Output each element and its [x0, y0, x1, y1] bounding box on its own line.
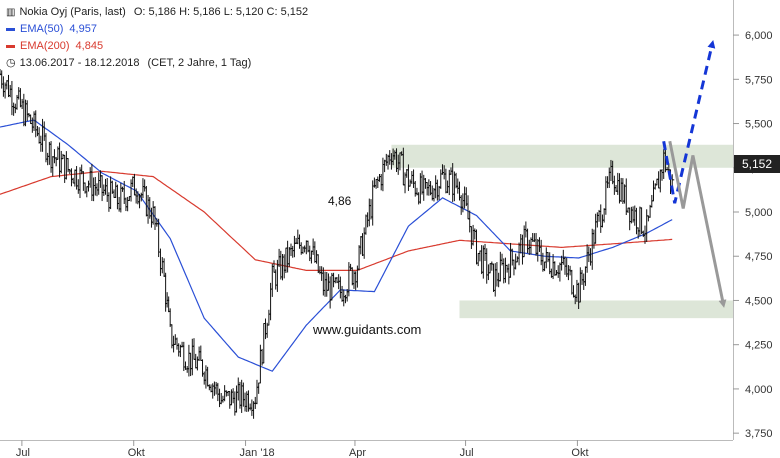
bar-chart-icon: ▥	[6, 7, 16, 18]
y-tick-label: 5,000	[745, 207, 773, 219]
last-price-label: 5,152	[734, 155, 780, 173]
legend-ema200-label: EMA(200)	[20, 40, 70, 52]
y-tick-label: 4,750	[745, 251, 773, 263]
chart-legend: ▥ Nokia Oyj (Paris, last) O: 5,186 H: 5,…	[6, 4, 308, 72]
ema50-swatch	[6, 28, 15, 31]
forecast-arrows	[662, 40, 727, 308]
x-tick-label: Apr	[349, 447, 366, 458]
y-tick-label: 6,000	[745, 30, 773, 42]
y-axis: 3,7504,0004,2504,5004,7505,0005,2505,500…	[733, 0, 773, 440]
price-layer	[0, 69, 675, 419]
y-tick-label: 5,500	[745, 119, 773, 131]
x-axis: Jul Okt Jan '18 Apr Jul Okt	[0, 440, 733, 458]
y-tick-label: 4,250	[745, 340, 773, 352]
legend-ema50-label: EMA(50)	[20, 23, 64, 35]
x-tick-label: Okt	[571, 447, 588, 458]
legend-ema50-row: EMA(50) 4,957	[6, 21, 308, 38]
forecast-arrow-up	[662, 40, 716, 204]
x-tick-label: Jul	[16, 447, 30, 458]
ema200-swatch	[6, 45, 15, 48]
ema50-line	[0, 119, 673, 372]
legend-ema200-value: 4,845	[75, 40, 104, 52]
y-tick-label: 4,000	[745, 384, 773, 396]
legend-ema200-row: EMA(200) 4,845	[6, 38, 308, 55]
legend-range: 13.06.2017 - 18.12.2018	[19, 57, 140, 69]
legend-ohlc: O: 5,186 H: 5,186 L: 5,120 C: 5,152	[133, 6, 309, 18]
ema200-layer	[0, 170, 673, 271]
y-tick-label: 5,750	[745, 74, 773, 86]
legend-ema50-value: 4,957	[69, 23, 97, 35]
zone-rect-1	[459, 300, 733, 319]
legend-title-row: ▥ Nokia Oyj (Paris, last) O: 5,186 H: 5,…	[6, 4, 308, 21]
clock-icon: ◷	[6, 57, 16, 69]
ema50-layer	[0, 119, 673, 372]
watermark: www.guidants.com	[313, 322, 422, 337]
y-tick-label: 3,750	[745, 428, 773, 440]
y-tick-label: 4,500	[745, 295, 773, 307]
ema200-line	[0, 170, 673, 271]
legend-info: (CET, 2 Jahre, 1 Tag)	[147, 57, 252, 69]
legend-title: Nokia Oyj (Paris, last)	[19, 6, 126, 18]
zone-rect-0	[391, 144, 733, 168]
x-tick-label: Jan '18	[240, 447, 275, 458]
legend-range-row: ◷ 13.06.2017 - 18.12.2018 (CET, 2 Jahre,…	[6, 55, 308, 72]
x-tick-label: Jul	[460, 447, 474, 458]
forecast-arrow-down	[668, 140, 727, 308]
price-zones	[391, 144, 733, 319]
price-annotation: 4,86	[328, 194, 352, 208]
x-tick-label: Okt	[128, 447, 145, 458]
